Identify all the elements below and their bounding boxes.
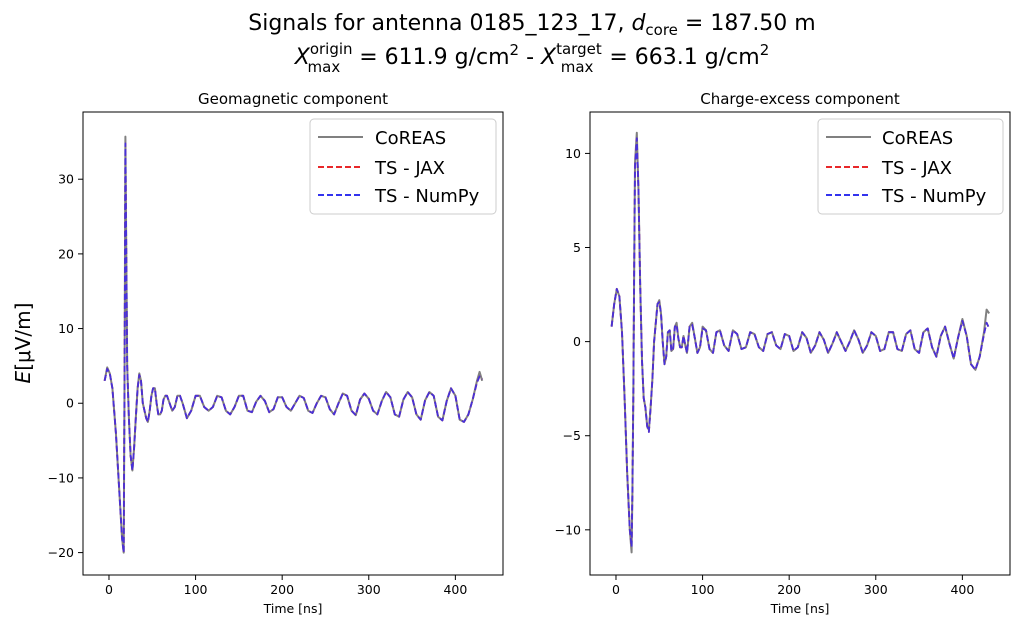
charge-excess-legend-box bbox=[817, 118, 1004, 215]
charge-excess-ytick-label-3: 5 bbox=[573, 240, 581, 255]
geomagnetic-ytick-label-1: −10 bbox=[48, 470, 74, 485]
geomagnetic-xtick-label-1: 100 bbox=[184, 582, 208, 597]
figure-title-line1: Signals for antenna 0185_123_17, dcore =… bbox=[248, 11, 815, 39]
geomagnetic-series-numpy bbox=[103, 142, 483, 554]
geomagnetic-xtick-label-2: 200 bbox=[270, 582, 294, 597]
geomagnetic-legend-jax-label: TS - JAX bbox=[374, 158, 445, 179]
charge-excess-legend-numpy-label: TS - NumPy bbox=[881, 186, 987, 207]
geomagnetic-legend-numpy-label: TS - NumPy bbox=[374, 186, 480, 207]
geomagnetic-ytick-label-2: 0 bbox=[66, 396, 74, 411]
charge-excess-xtick-label-4: 400 bbox=[950, 582, 974, 597]
charge-excess-legend-jax-label: TS - JAX bbox=[881, 158, 952, 179]
charge-excess-ytick-label-2: 0 bbox=[573, 334, 581, 349]
geomagnetic-axes-frame bbox=[82, 111, 504, 576]
geomagnetic-legend-coreas-label: CoREAS bbox=[375, 128, 446, 149]
geomagnetic-xtick-label-4: 400 bbox=[443, 582, 467, 597]
charge-excess-legend-coreas-label: CoREAS bbox=[882, 128, 953, 149]
geomagnetic-legend-box bbox=[309, 118, 497, 215]
geomagnetic-title: Geomagnetic component bbox=[198, 90, 388, 108]
charge-excess-xtick-label-3: 300 bbox=[864, 582, 888, 597]
charge-excess-xtick-label-2: 200 bbox=[777, 582, 801, 597]
geomagnetic-ytick-label-3: 10 bbox=[58, 321, 74, 336]
charge-excess-legend: CoREAS TS - JAX TS - NumPy bbox=[817, 118, 1004, 215]
charge-excess-panel: Charge-excess component 0 100 200 300 400−10… bbox=[555, 90, 1011, 616]
geomagnetic-xlabel: Time [ns] bbox=[263, 601, 323, 616]
charge-excess-axes-frame bbox=[589, 111, 1011, 576]
charge-excess-xlabel: Time [ns] bbox=[770, 601, 830, 616]
geomagnetic-xtick-label-3: 300 bbox=[357, 582, 381, 597]
geomagnetic-legend: CoREAS TS - JAX TS - NumPy bbox=[309, 118, 497, 215]
charge-excess-ticks: 0 100 200 300 400 −10 −5 0 5 10 bbox=[555, 146, 975, 597]
geomagnetic-series bbox=[103, 135, 484, 554]
charge-excess-xtick-label-0: 0 bbox=[612, 582, 620, 597]
charge-excess-ytick-label-4: 10 bbox=[565, 146, 581, 161]
figure-title-line2: Xorigin max = 611.9 g/cm2 - Xtarget max = … bbox=[294, 40, 770, 76]
charge-excess-ytick-label-1: −5 bbox=[563, 428, 581, 443]
geomagnetic-ylabel: E[μV/m] bbox=[11, 303, 35, 384]
geomagnetic-ytick-label-0: −20 bbox=[48, 545, 74, 560]
geomagnetic-ytick-label-5: 30 bbox=[58, 172, 74, 187]
charge-excess-xtick-label-1: 100 bbox=[691, 582, 715, 597]
geomagnetic-panel: Geomagnetic component 0 100 200 300 400−20−1… bbox=[11, 90, 504, 616]
geomagnetic-ticks: 0 100 200 300 400 −20 −10 0 10 20 30 bbox=[48, 172, 468, 597]
charge-excess-title: Charge-excess component bbox=[700, 90, 900, 108]
charge-excess-ytick-label-0: −10 bbox=[555, 522, 581, 537]
charge-excess-series-numpy bbox=[610, 137, 991, 548]
geomagnetic-xtick-label-0: 0 bbox=[105, 582, 113, 597]
charge-excess-series bbox=[610, 131, 991, 554]
geomagnetic-ytick-label-4: 20 bbox=[58, 246, 74, 261]
